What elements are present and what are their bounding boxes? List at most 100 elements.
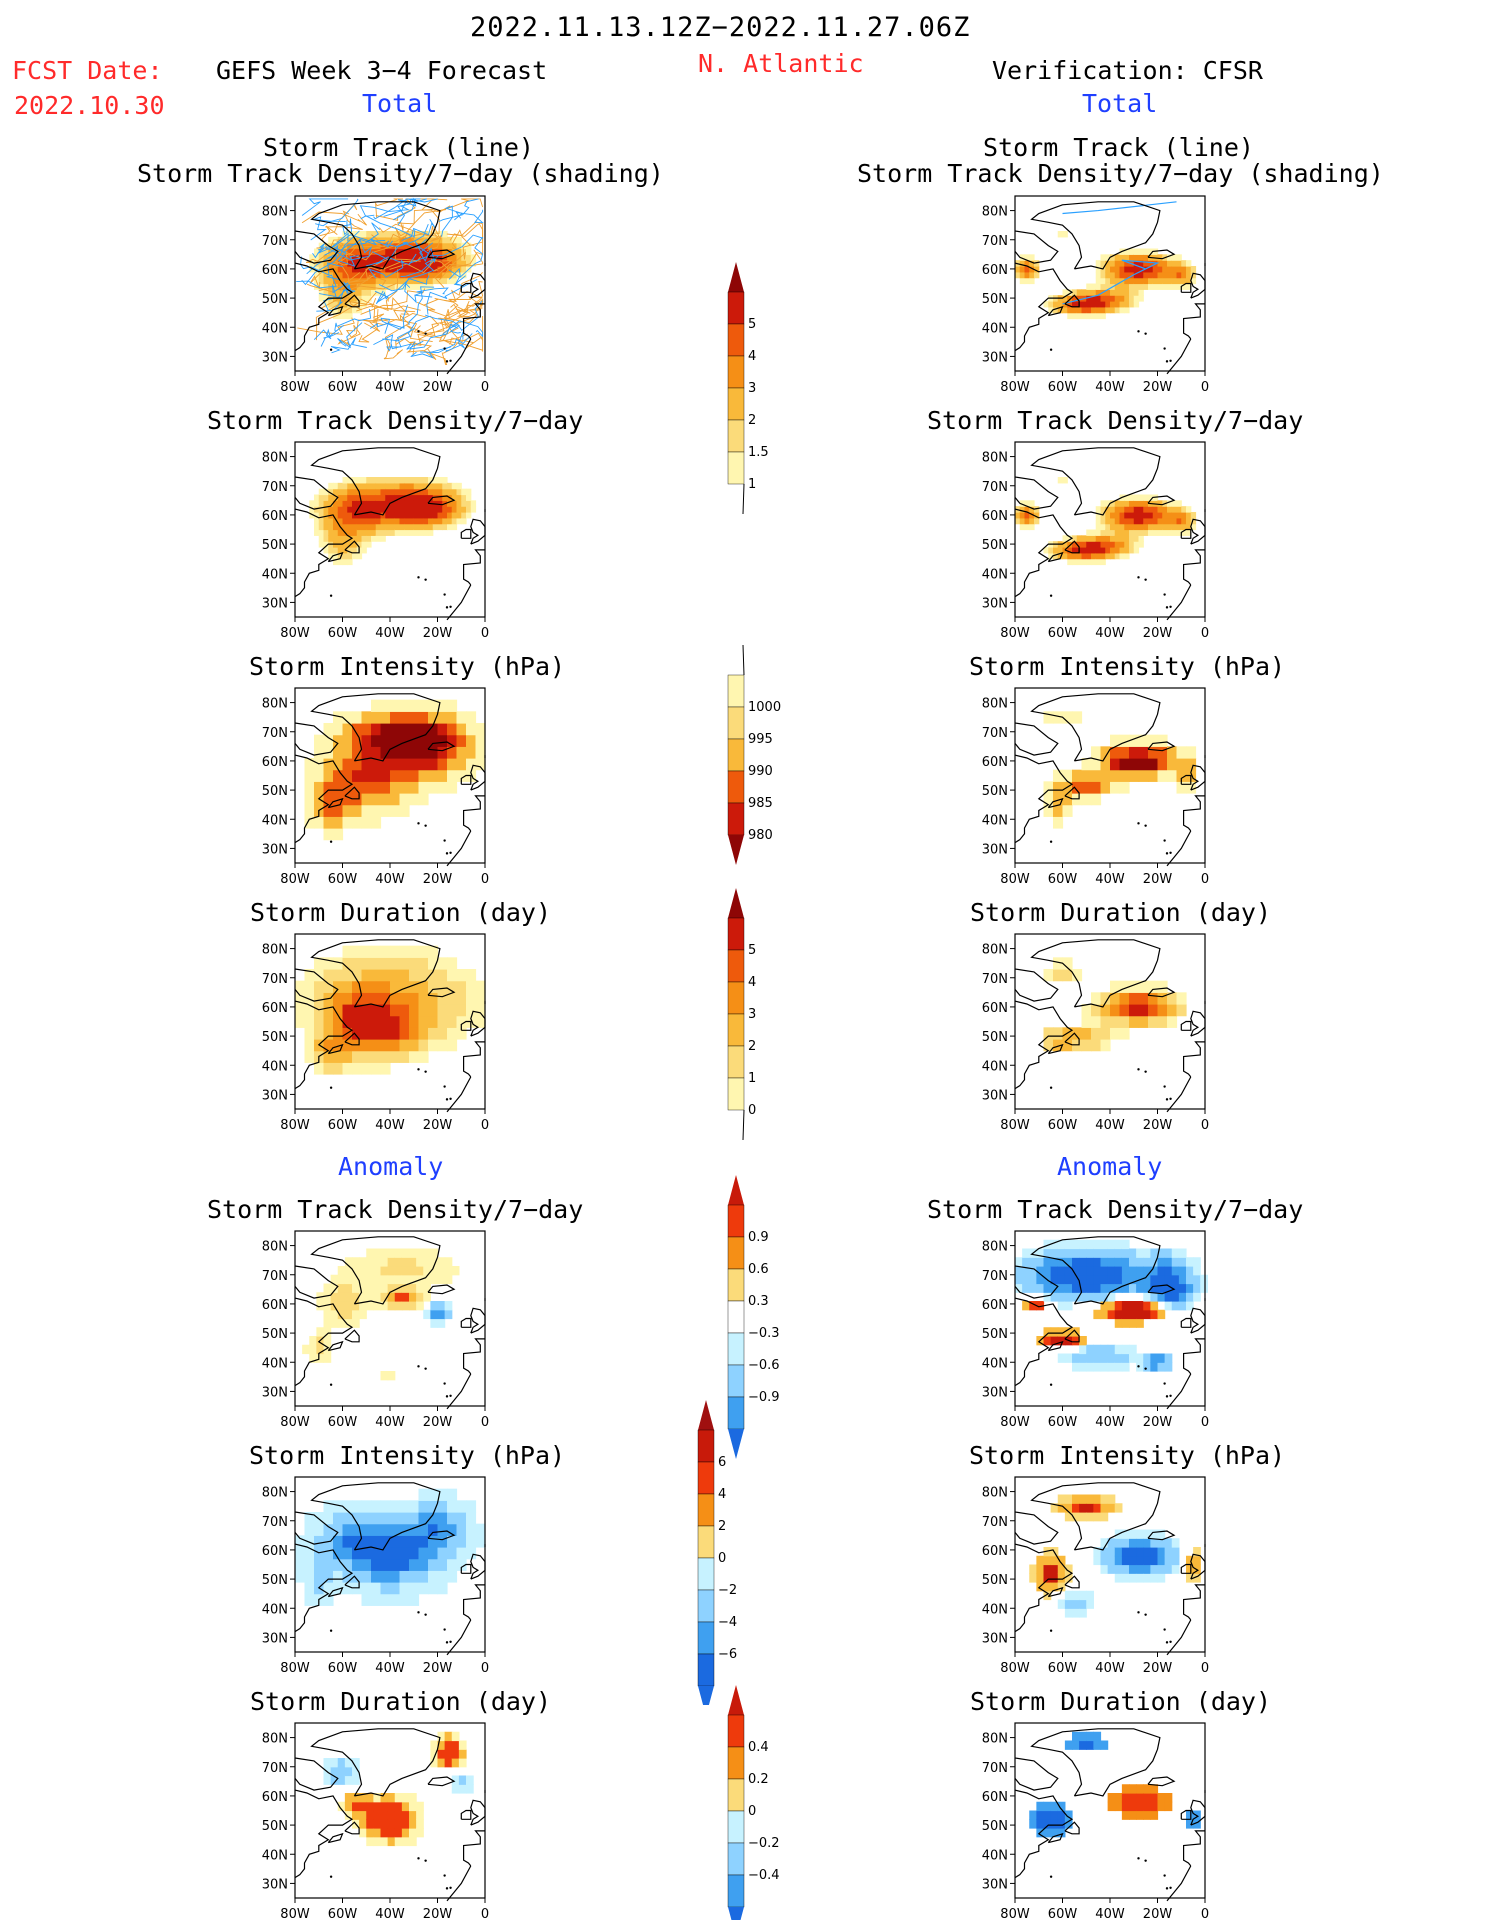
colorbar-swatch <box>727 387 745 421</box>
coastline <box>1030 1482 1161 1551</box>
anomaly-cell <box>371 1500 382 1513</box>
field-cell <box>314 517 320 525</box>
anomaly-cell <box>401 1810 410 1820</box>
field-cell <box>1176 1004 1187 1017</box>
field-cell <box>1091 758 1102 771</box>
field-cell <box>418 242 424 250</box>
field-cell <box>390 723 401 736</box>
field-cell <box>1114 512 1121 519</box>
anomaly-cell <box>437 1512 448 1525</box>
title-track-line-left: Storm Track (line) <box>263 133 534 162</box>
field-cell <box>413 500 420 507</box>
lat-tick-label: 70N <box>982 726 1008 741</box>
field-cell <box>1019 254 1026 261</box>
anomaly-cell <box>1114 1555 1123 1566</box>
field-cell <box>451 506 458 513</box>
field-cell <box>337 266 344 273</box>
field-cell <box>352 957 363 970</box>
anomaly-cell <box>371 1582 382 1595</box>
field-cell <box>1167 506 1173 513</box>
field-cell <box>380 477 386 484</box>
field-cell <box>352 1015 363 1028</box>
field-cell <box>323 1027 334 1040</box>
field-cell <box>399 1039 410 1052</box>
field-cell <box>371 283 377 290</box>
lon-tick-label: 20W <box>1143 1118 1173 1133</box>
field-cell <box>399 242 405 250</box>
anomaly-cell <box>409 1512 420 1525</box>
colorbar-swatch <box>727 1300 745 1334</box>
lon-tick-label: 60W <box>1048 872 1078 887</box>
storm-track <box>443 307 483 326</box>
lat-tick-label: 80N <box>262 697 288 712</box>
field-cell <box>428 248 434 255</box>
field-cell <box>1181 260 1187 267</box>
anomaly-cell <box>1064 1266 1073 1276</box>
field-cell <box>1110 512 1116 519</box>
anomaly-cell <box>409 1500 420 1513</box>
field-cell <box>1053 769 1064 782</box>
field-cell <box>366 488 372 496</box>
field-cell <box>333 1050 344 1063</box>
field-cell <box>342 816 353 829</box>
field-cell <box>352 969 363 982</box>
lon-tick-label: 60W <box>328 1415 358 1430</box>
anomaly-cell <box>458 1775 467 1785</box>
coastline <box>1147 1530 1176 1541</box>
coastline <box>1014 262 1074 352</box>
coastline <box>1166 338 1192 375</box>
field-cell <box>1129 541 1135 548</box>
field-cell <box>447 769 458 782</box>
colorbar-label: 990 <box>748 764 773 779</box>
storm-track <box>356 297 410 315</box>
anomaly-cell <box>1121 1309 1130 1320</box>
anomaly-cell <box>1072 1274 1080 1285</box>
field-cell <box>371 804 382 817</box>
storm-track <box>334 246 360 267</box>
field-cell <box>1072 295 1078 302</box>
storm-track <box>318 282 397 291</box>
lat-tick-label: 50N <box>262 292 288 307</box>
field-cell <box>1176 500 1182 507</box>
field-cell <box>1053 957 1064 970</box>
anomaly-cell <box>437 1488 448 1501</box>
field-cell <box>1162 266 1168 273</box>
island <box>1137 1857 1140 1860</box>
anomaly-cell <box>428 1512 439 1525</box>
coastline <box>294 262 354 352</box>
coastline <box>1047 1043 1064 1055</box>
coastline <box>1183 549 1205 586</box>
field-cell <box>1076 558 1083 566</box>
field-cell <box>1081 558 1087 566</box>
field-cell <box>1043 804 1054 817</box>
field-cell <box>1067 312 1073 320</box>
field-cell <box>1053 781 1064 794</box>
field-cell <box>1133 517 1140 525</box>
coastline <box>294 1757 339 1791</box>
anomaly-cell <box>1171 1547 1180 1557</box>
anomaly-cell <box>344 1793 353 1803</box>
anomaly-cell <box>352 1758 360 1768</box>
anomaly-cell <box>1057 1353 1066 1363</box>
field-cell <box>366 482 372 490</box>
field-cell <box>1048 306 1054 314</box>
field-cell <box>399 254 405 261</box>
field-cell <box>1119 254 1125 261</box>
anomaly-cell <box>330 1274 339 1285</box>
lat-tick-label: 60N <box>982 1790 1008 1805</box>
field-cell <box>1119 523 1125 531</box>
coastline <box>1014 722 1059 756</box>
field-cell <box>366 500 372 507</box>
field-cell <box>409 266 415 273</box>
field-cell <box>1043 793 1054 806</box>
field-cell <box>409 945 420 958</box>
field-cell <box>1138 271 1144 279</box>
field-cell <box>1086 535 1092 542</box>
field-cell <box>356 482 363 490</box>
coastline <box>1190 518 1206 545</box>
anomaly-cell <box>1150 1801 1159 1812</box>
field-cell <box>1105 523 1111 531</box>
anomaly-cell <box>430 1301 439 1311</box>
anomaly-cell <box>1136 1301 1144 1311</box>
field-cell <box>337 529 344 536</box>
